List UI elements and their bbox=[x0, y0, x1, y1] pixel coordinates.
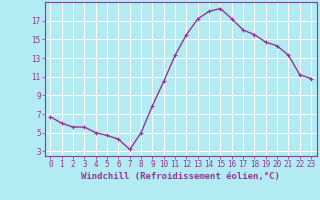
X-axis label: Windchill (Refroidissement éolien,°C): Windchill (Refroidissement éolien,°C) bbox=[81, 172, 280, 181]
